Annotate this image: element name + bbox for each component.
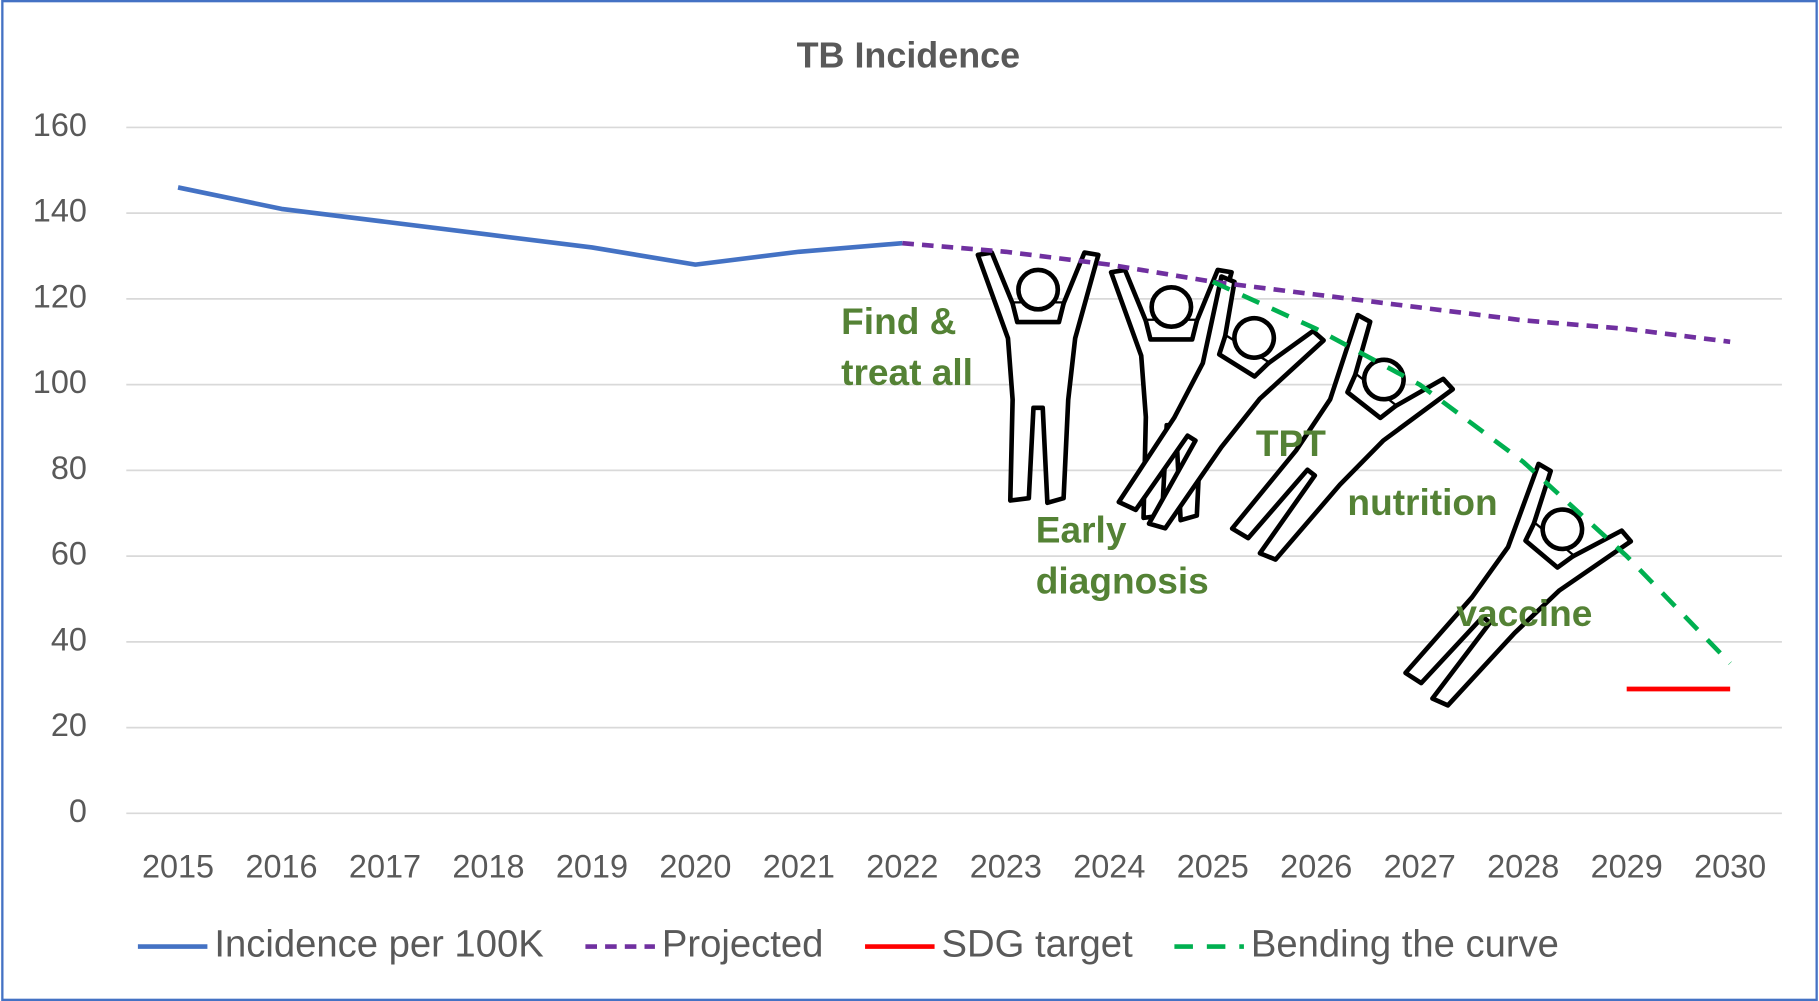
annotation: vaccine — [1456, 592, 1592, 634]
series-line — [1211, 279, 1732, 665]
legend-label: SDG target — [942, 923, 1134, 966]
series-line — [177, 185, 903, 267]
x-tick-label: 2022 — [866, 848, 938, 884]
legend: Incidence per 100K Projected SDG target Ben… — [137, 923, 1559, 966]
y-tick-label: 160 — [33, 107, 87, 143]
x-tick-label: 2017 — [349, 848, 421, 884]
y-tick-label: 0 — [69, 793, 87, 829]
annotations: Find & treat all Early diagnosis TPT nutritio… — [841, 300, 1592, 634]
x-tick-label: 2024 — [1073, 848, 1145, 884]
annotation: TPT — [1256, 422, 1326, 464]
y-tick-label: 40 — [51, 621, 87, 657]
legend-label: Bending the curve — [1251, 923, 1559, 966]
legend-label: Projected — [662, 923, 823, 966]
x-tick-label: 2030 — [1694, 848, 1766, 884]
x-tick-label: 2028 — [1487, 848, 1559, 884]
x-tick-label: 2019 — [556, 848, 628, 884]
series-line — [902, 240, 1731, 345]
x-tick-label: 2025 — [1177, 848, 1249, 884]
x-tick-label: 2021 — [763, 848, 835, 884]
legend-label: Incidence per 100K — [214, 923, 544, 966]
plot — [177, 185, 1732, 692]
x-tick-label: 2029 — [1591, 848, 1663, 884]
annotation: Find & — [841, 300, 956, 342]
y-tick-label: 120 — [33, 278, 87, 314]
x-tick-label: 2018 — [452, 848, 524, 884]
x-tick-label: 2027 — [1384, 848, 1456, 884]
x-tick-label: 2016 — [245, 848, 317, 884]
x-tick-label: 2026 — [1280, 848, 1352, 884]
annotation: diagnosis — [1036, 560, 1209, 602]
y-tick-label: 80 — [51, 450, 87, 486]
y-tick-label: 100 — [33, 364, 87, 400]
y-tick-label: 20 — [51, 707, 87, 743]
x-tick-label: 2015 — [142, 848, 214, 884]
annotation: Early — [1036, 509, 1127, 551]
y-tick-label: 60 — [51, 536, 87, 572]
chart-title: TB Incidence — [797, 34, 1020, 75]
grid: 0 20 40 60 80 100 120 140 160 2015 2016 2017 2018 201… — [33, 107, 1782, 884]
x-tick-label: 2020 — [659, 848, 731, 884]
y-tick-label: 140 — [33, 193, 87, 229]
annotation: nutrition — [1347, 481, 1497, 523]
x-tick-label: 2023 — [970, 848, 1042, 884]
annotation: treat all — [841, 351, 973, 393]
